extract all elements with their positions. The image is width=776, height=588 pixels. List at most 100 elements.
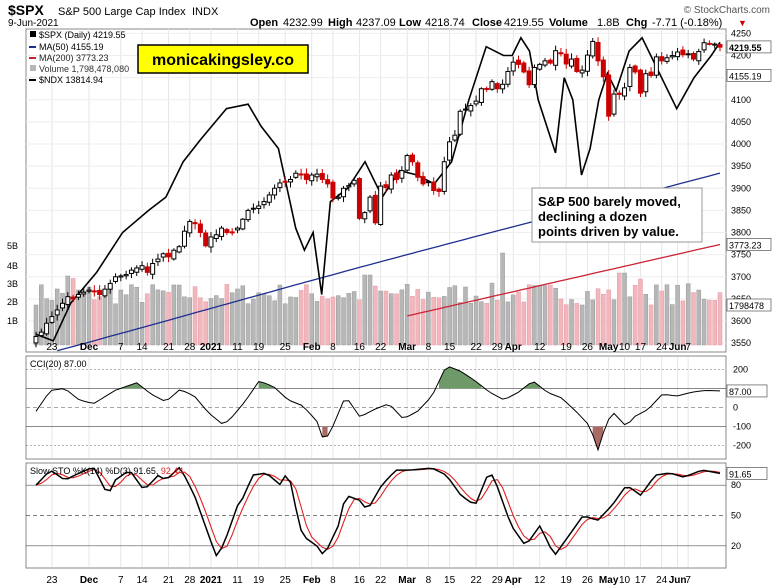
volume-bar (325, 298, 330, 346)
volume-bar (442, 296, 447, 346)
candle-body (118, 275, 124, 278)
volume-bar (198, 297, 203, 346)
candle-body (388, 174, 394, 190)
volume-bar (590, 299, 595, 346)
legend-spx: $SPX (Daily) 4219.55 (39, 30, 126, 40)
date-tick-label: 16 (354, 342, 366, 353)
close-price-tag-box (726, 40, 772, 54)
volume-bar (638, 278, 643, 346)
volume-bar (373, 285, 378, 346)
date-tick-label: Apr (505, 342, 522, 353)
candle-body (256, 205, 262, 209)
volume-bar (304, 284, 309, 346)
date-tick-label: 19 (253, 342, 265, 353)
candle-body (192, 222, 198, 225)
volume-bar (632, 285, 638, 346)
date-tick-label: 24 (656, 575, 668, 586)
cci-title: CCI(20) 87.00 (30, 359, 87, 369)
ma200-line (407, 243, 721, 317)
cci-overbought-fill (120, 382, 142, 389)
volume-bar (219, 298, 224, 346)
candle-body (441, 161, 447, 192)
candle-body (553, 50, 559, 66)
exchange: INDX (192, 6, 219, 18)
price-tick-label: 4250 (731, 28, 751, 38)
volume-bar (447, 287, 452, 346)
legend-spx-swatch (30, 31, 36, 37)
candle-body (622, 87, 628, 97)
volume-bar (298, 290, 304, 346)
volume-bar (569, 299, 574, 346)
sto-title-prefix: Slow STO %K(14) %D(3) 91.65, (30, 466, 161, 476)
candle-body (659, 56, 665, 62)
volume-bar (383, 290, 389, 346)
candle-body (569, 58, 575, 67)
date-tick-label: 29 (492, 342, 504, 353)
date-tick-label: 19 (561, 342, 573, 353)
annotation-line-1: S&P 500 barely moved, (538, 194, 681, 209)
date-tick-label: 19 (253, 575, 265, 586)
volume-bar (256, 292, 261, 346)
candle-body (181, 230, 187, 247)
stochastic-indicator (26, 466, 726, 558)
sto-tick-label: 20 (731, 541, 741, 551)
candle-body (420, 176, 426, 185)
volume-bar (680, 300, 686, 346)
candle-body (468, 105, 474, 112)
volume-bar (510, 294, 516, 346)
volume-bar (579, 304, 585, 346)
candle-body (70, 296, 76, 300)
candle-body (155, 258, 161, 263)
volume-bar (378, 290, 383, 346)
volume-bar (601, 293, 606, 346)
candle-body (139, 265, 145, 270)
candle-body (537, 63, 543, 70)
candle-body (574, 57, 580, 72)
cci-overbought-fill (439, 366, 482, 389)
volume-bar (532, 285, 537, 346)
legend-ndx: $NDX 13814.94 (39, 75, 103, 85)
candle-body (547, 59, 553, 64)
candle-body (579, 69, 585, 74)
volume-bar (643, 293, 649, 346)
volume-bar (155, 289, 161, 346)
date-tick-label: 23 (46, 575, 58, 586)
cci-tick-label: -100 (733, 422, 751, 432)
candle-body (383, 184, 389, 188)
volume-label: Volume (549, 17, 588, 29)
candle-body (309, 174, 315, 182)
volume-bar (261, 293, 267, 346)
volume-bar (272, 300, 277, 346)
volume-bar (309, 293, 314, 346)
volume-value: 1.8B (597, 17, 620, 29)
candle-body (648, 71, 654, 76)
candle-body (611, 93, 617, 115)
volume-bar (664, 284, 670, 346)
candle-body (394, 172, 400, 180)
candle-body (510, 61, 516, 72)
date-tick-label: 25 (280, 575, 292, 586)
volume-bar (526, 284, 532, 346)
date-tick-label: 12 (534, 342, 546, 353)
volume-bar (420, 299, 426, 346)
volume-bar (648, 304, 654, 346)
date-tick-label: 2021 (200, 575, 223, 586)
date-tick-label: 19 (561, 575, 573, 586)
candle-body (197, 223, 203, 234)
date-tick-label: 23 (46, 342, 58, 353)
candle-body (65, 296, 71, 305)
volume-bar (431, 297, 436, 346)
candle-body (86, 289, 92, 292)
candle-body (213, 234, 219, 239)
volume-bar (542, 285, 548, 346)
date-tick-label: 26 (582, 342, 594, 353)
volume-bar (516, 291, 521, 346)
volume-tag: 1798478 (729, 301, 764, 311)
volume-bar (505, 301, 511, 346)
volume-bar (208, 298, 214, 346)
candle-body (452, 134, 458, 141)
candle-body (653, 56, 659, 76)
candle-body (240, 218, 246, 230)
axes: 4250420041504100405040003950390038503800… (7, 28, 772, 586)
date-tick-label: 7 (118, 342, 124, 353)
